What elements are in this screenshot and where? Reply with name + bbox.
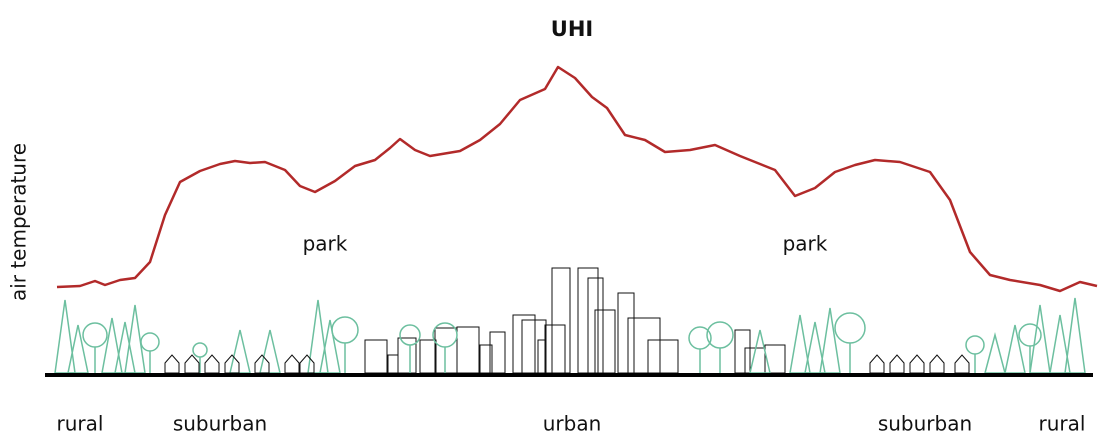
scenery — [55, 268, 1085, 373]
house — [890, 355, 904, 373]
tree-crown — [141, 333, 159, 351]
temperature-curve — [57, 67, 1097, 291]
building — [388, 355, 398, 373]
zone-label: rural — [57, 412, 104, 436]
building — [735, 330, 750, 373]
tree-crown — [332, 317, 358, 343]
annotation: park — [783, 232, 828, 256]
tree-crown — [966, 336, 984, 354]
zone-label: suburban — [173, 412, 267, 436]
pine-tree — [1005, 325, 1025, 373]
building — [522, 320, 546, 373]
house — [205, 355, 219, 373]
pine-tree — [1050, 315, 1070, 373]
house — [930, 355, 944, 373]
building — [648, 340, 678, 373]
house — [870, 355, 884, 373]
pine-tree — [260, 330, 280, 373]
axis-label: air temperature — [7, 143, 31, 301]
pine-tree — [55, 300, 75, 373]
building — [765, 345, 785, 373]
tree-crown — [1019, 324, 1041, 346]
building — [398, 338, 416, 373]
zone-label: suburban — [878, 412, 972, 436]
pine-tree — [320, 320, 340, 373]
tree-crown — [193, 343, 207, 357]
zone-label: rural — [1039, 412, 1086, 436]
building — [420, 340, 436, 373]
building — [365, 340, 387, 373]
pine-tree — [308, 300, 328, 373]
house — [300, 355, 314, 373]
house — [285, 355, 299, 373]
tree-crown — [83, 323, 107, 347]
house — [185, 355, 199, 373]
pine-tree — [985, 335, 1005, 373]
house — [910, 355, 924, 373]
pine-tree — [750, 330, 770, 373]
title: UHI — [551, 17, 593, 41]
building — [435, 328, 457, 373]
building — [552, 268, 570, 373]
house — [165, 355, 179, 373]
pine-tree — [102, 318, 122, 373]
building — [513, 315, 535, 373]
building — [618, 293, 634, 373]
building — [457, 327, 479, 373]
zone-label: urban — [543, 412, 602, 436]
tree-crown — [400, 325, 420, 345]
pine-tree — [230, 330, 250, 373]
annotation: park — [303, 232, 348, 256]
building — [628, 318, 660, 373]
house — [955, 355, 969, 373]
uhi-diagram: UHI air temperature park park rural subu… — [0, 0, 1099, 437]
building — [545, 325, 565, 373]
tree-crown — [835, 313, 865, 343]
tree-crown — [433, 323, 457, 347]
